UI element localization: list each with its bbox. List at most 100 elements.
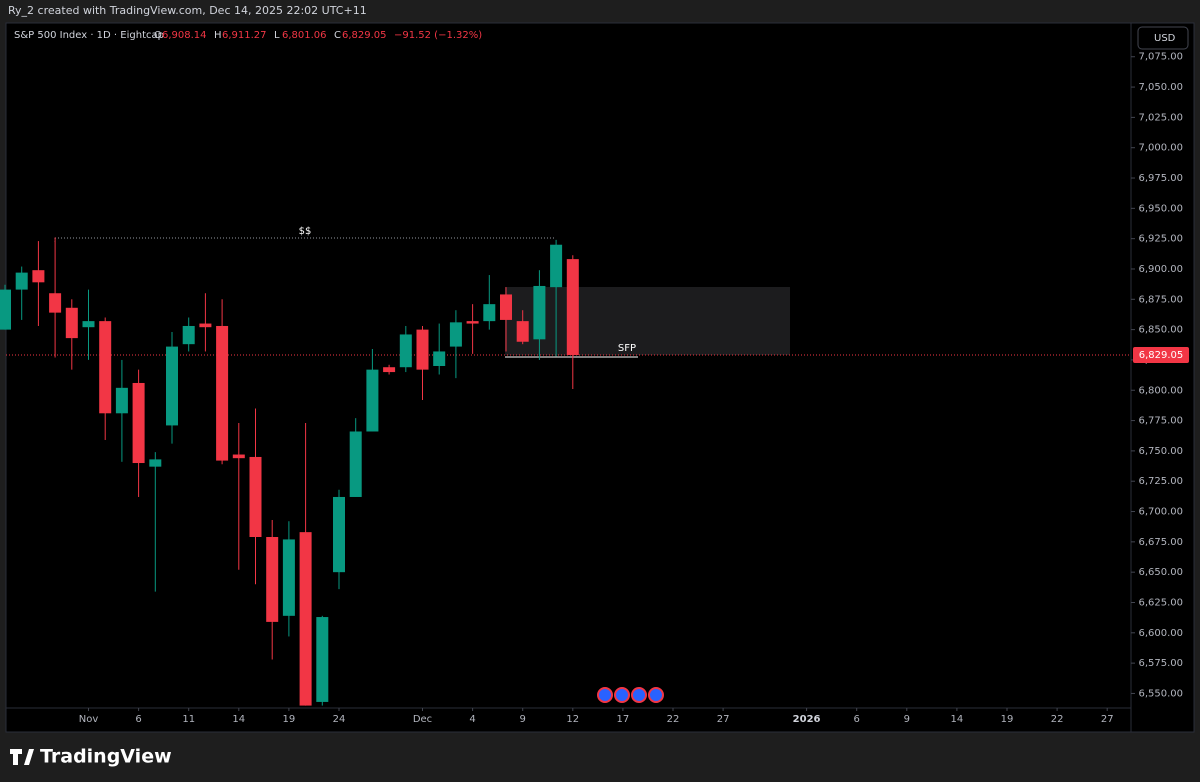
zone-box: [505, 287, 790, 355]
x-tick-label: 19: [283, 714, 296, 725]
x-tick-label: 4: [469, 714, 475, 725]
candle-body: [466, 321, 479, 324]
chart-panel: [5, 22, 1195, 733]
currency-button[interactable]: [1137, 26, 1189, 50]
legend-key: O: [154, 30, 162, 41]
candle-body: [282, 539, 295, 616]
x-tick-label: Dec: [413, 714, 432, 725]
event-icon: [631, 687, 647, 703]
candle-body: [483, 304, 496, 322]
y-tick-label: 6,900.00: [1138, 264, 1183, 275]
candle-body: [166, 346, 178, 426]
y-tick-label: 6,725.00: [1138, 476, 1183, 487]
candle-body: [249, 456, 262, 537]
x-tick-label: 9: [520, 714, 526, 725]
y-tick-label: 6,650.00: [1138, 567, 1183, 578]
y-tick-label: 6,675.00: [1138, 537, 1183, 548]
candle-body: [132, 382, 145, 464]
y-tick-label: 6,575.00: [1138, 658, 1183, 669]
candle-body: [0, 289, 11, 330]
candle-body: [232, 454, 245, 459]
candle-body: [82, 321, 95, 328]
x-tick-label: 2026: [793, 714, 821, 725]
y-tick-label: 7,025.00: [1138, 112, 1183, 123]
candle-body: [533, 285, 546, 340]
candle-body: [316, 617, 329, 702]
candle-body: [199, 323, 212, 328]
sfp-label: SFP: [618, 343, 636, 354]
candle-body: [49, 293, 62, 313]
candle-body: [15, 272, 28, 290]
last-price-badge: [1133, 347, 1189, 364]
x-tick-label: 22: [1051, 714, 1064, 725]
y-tick-label: 6,625.00: [1138, 597, 1183, 608]
legend-value: 6,911.27: [222, 30, 267, 41]
candle-body: [149, 459, 162, 467]
legend-change: −91.52 (−1.32%): [394, 30, 482, 41]
candle-body: [32, 270, 45, 283]
event-icon: [597, 687, 613, 703]
y-tick-label: 7,000.00: [1138, 143, 1183, 154]
y-tick-label: 6,950.00: [1138, 203, 1183, 214]
y-tick-label: 6,750.00: [1138, 446, 1183, 457]
legend-value: 6,801.06: [282, 30, 327, 41]
x-tick-label: 24: [333, 714, 346, 725]
y-tick-label: 6,800.00: [1138, 385, 1183, 396]
candle-body: [449, 322, 462, 347]
y-tick-label: 6,925.00: [1138, 234, 1183, 245]
event-icon: [648, 687, 664, 703]
credit: Ry_2 created with TradingView.com, Dec 1…: [8, 4, 367, 17]
legend-key: L: [274, 30, 280, 41]
candle-body: [399, 334, 412, 368]
candle-body: [65, 307, 78, 339]
candle-body: [500, 294, 512, 320]
logo-mark: [10, 749, 34, 765]
candle-body: [383, 367, 396, 373]
x-tick-label: 14: [232, 714, 245, 725]
currency: USD: [1154, 33, 1176, 44]
candle-body: [366, 369, 379, 432]
y-tick-label: 7,050.00: [1138, 82, 1183, 93]
ohlc-legend: O 6,908.14 H 6,911.27 L 6,801.06 C 6,829.05 −91.…: [154, 30, 482, 41]
event-icons: [597, 687, 664, 703]
legend-key: H: [214, 30, 222, 41]
y-tick-label: 6,975.00: [1138, 173, 1183, 184]
candle-body: [416, 329, 429, 370]
candle-body: [115, 387, 128, 414]
x-tick-label: 6: [135, 714, 141, 725]
candle-body: [266, 537, 279, 622]
brand: TradingView: [40, 746, 172, 768]
candle-body: [516, 321, 529, 342]
candle-body: [566, 259, 579, 356]
x-tick-label: 27: [717, 714, 730, 725]
candle-body: [433, 351, 446, 366]
y-tick-label: 7,075.00: [1138, 52, 1183, 63]
y-tick-label: 6,550.00: [1138, 688, 1183, 699]
x-tick-label: 27: [1101, 714, 1114, 725]
last-price-label: 6,829.05: [1139, 350, 1184, 361]
x-tick-label: 14: [951, 714, 964, 725]
chart-title: S&P 500 Index · 1D · Eightcap: [14, 30, 164, 41]
x-tick-label: 12: [566, 714, 579, 725]
event-icon: [614, 687, 630, 703]
candle-body: [216, 325, 229, 461]
x-tick-label: Nov: [79, 714, 99, 725]
candle-body: [333, 496, 345, 573]
candle-body: [349, 431, 362, 497]
y-tick-label: 6,600.00: [1138, 628, 1183, 639]
legend-value: 6,829.05: [342, 30, 387, 41]
y-tick-label: 6,850.00: [1138, 325, 1183, 336]
candle-body: [550, 244, 563, 288]
x-tick-label: 17: [617, 714, 630, 725]
x-tick-label: 11: [182, 714, 195, 725]
legend-value: 6,908.14: [162, 30, 207, 41]
x-tick-label: 6: [854, 714, 860, 725]
x-tick-label: 19: [1001, 714, 1014, 725]
y-tick-label: 6,775.00: [1138, 416, 1183, 427]
legend-key: C: [334, 30, 341, 41]
candle-body: [299, 532, 312, 706]
brand-logo: [10, 749, 34, 765]
